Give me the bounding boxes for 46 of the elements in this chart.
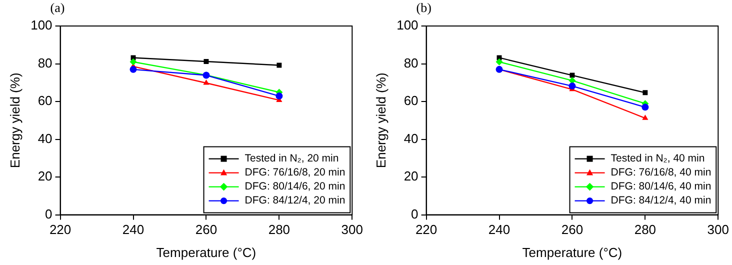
x-tick-label: 300: [341, 222, 364, 238]
text: (a): [50, 0, 65, 15]
y-tick-label: 80: [404, 55, 418, 70]
y-axis-title: Energy yield (%): [7, 72, 22, 168]
point: [203, 80, 210, 85]
y-tick-label: 60: [38, 93, 52, 108]
y-axis-title: Energy yield (%): [373, 72, 388, 168]
legend-label: DFG: 84/12/4, 40 min: [610, 194, 712, 207]
x-tick-label: 260: [195, 222, 218, 238]
y-tick-label: 0: [45, 206, 52, 222]
y-tick-label: 100: [30, 18, 52, 33]
point: [642, 90, 648, 96]
legend-label: DFG: 80/14/6, 20 min: [244, 180, 346, 193]
point: [204, 59, 209, 64]
y-tick-label: 40: [404, 130, 418, 146]
y-tick-label: 60: [404, 93, 418, 108]
x-axis-title: Temperature (°C): [156, 244, 256, 260]
point: [276, 62, 282, 68]
x-tick-label: 300: [707, 222, 730, 238]
legend-label: DFG: 76/16/8, 40 min: [610, 166, 712, 179]
text: (b): [416, 0, 432, 15]
point: [130, 58, 137, 66]
x-tick-label: 280: [634, 222, 656, 238]
legend-label: DFG: 84/12/4, 20 min: [244, 194, 346, 207]
x-tick-label: 220: [415, 222, 438, 238]
x-tick-label: 240: [488, 222, 510, 238]
point: [496, 58, 503, 66]
point: [130, 66, 137, 73]
point: [642, 104, 649, 111]
legend-label: Tested in N₂, 40 min: [610, 152, 705, 165]
x-tick-label: 260: [561, 222, 584, 238]
y-tick-label: 0: [411, 206, 418, 222]
legend-label: Tested in N₂, 20 min: [244, 152, 339, 165]
legend-label: DFG: 80/14/6, 40 min: [610, 180, 712, 193]
y-tick-label: 20: [404, 168, 418, 184]
point: [276, 92, 283, 100]
x-tick-label: 280: [268, 222, 290, 238]
x-axis-title: Temperature (°C): [522, 244, 622, 260]
legend-label: DFG: 76/16/8, 20 min: [244, 166, 346, 179]
y-tick-label: 100: [396, 18, 418, 33]
x-tick-label: 240: [122, 222, 144, 238]
y-tick-label: 80: [38, 55, 52, 70]
point: [570, 72, 575, 78]
y-tick-label: 20: [38, 168, 52, 184]
x-tick-label: 220: [49, 222, 72, 238]
y-tick-label: 40: [38, 130, 52, 146]
